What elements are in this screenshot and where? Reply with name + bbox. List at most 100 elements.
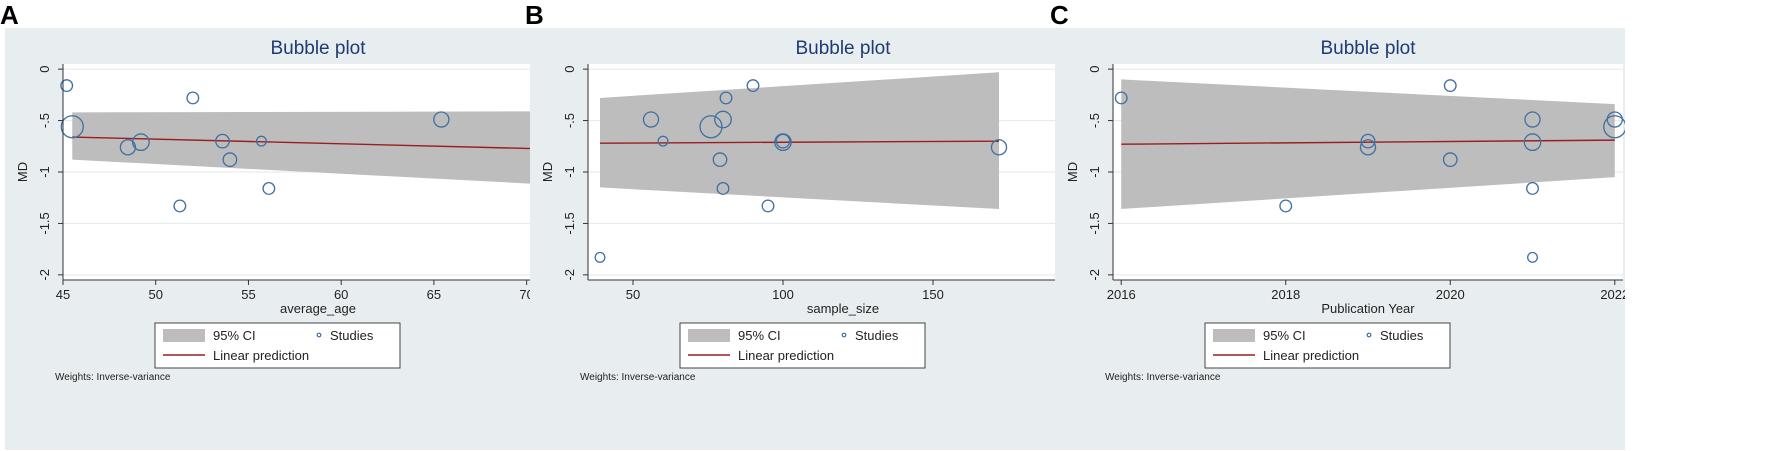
x-tick-label: 2018 (1271, 287, 1300, 302)
panel-letter-c: C (1050, 0, 1069, 30)
y-tick-label: -.5 (37, 113, 52, 128)
study-bubble (433, 111, 450, 128)
legend-studies-marker (841, 332, 847, 338)
x-tick-label: 100 (772, 287, 794, 302)
study-bubble (714, 110, 732, 129)
study-bubble (1359, 139, 1377, 156)
fit-line (599, 140, 1000, 144)
legend-ci-label: 95% CI (1263, 328, 1306, 343)
legend-line-label: Linear prediction (738, 348, 834, 363)
study-bubble (990, 139, 1008, 156)
study-bubble (222, 152, 238, 168)
study-bubble (255, 135, 267, 147)
x-tick-label: 2022 (1600, 287, 1625, 302)
y-tick-label: -2 (1087, 269, 1102, 281)
x-tick-label: 65 (427, 287, 441, 302)
y-tick-label: -1 (562, 166, 577, 178)
y-tick-label: -1 (1087, 166, 1102, 178)
x-tick-label: 55 (241, 287, 255, 302)
study-bubble (712, 152, 728, 168)
study-bubble (119, 139, 137, 156)
study-bubble (173, 199, 187, 213)
study-bubble (719, 91, 733, 105)
x-axis-label: sample_size (807, 301, 879, 316)
ci-band (72, 111, 564, 186)
study-bubble (699, 115, 723, 139)
y-tick-label: 0 (1087, 66, 1102, 73)
x-tick-label: 2020 (1436, 287, 1465, 302)
y-tick-label: -1 (37, 166, 52, 178)
ci-band (1121, 79, 1615, 210)
ci-band (600, 72, 999, 210)
study-bubble (594, 251, 606, 263)
y-tick-label: 0 (562, 66, 577, 73)
x-tick-label: 150 (922, 287, 944, 302)
weights-note: Weights: Inverse-variance (55, 372, 171, 383)
chart-title: Bubble plot (1320, 38, 1416, 59)
legend-studies-marker (316, 332, 322, 338)
study-bubble (1603, 115, 1625, 139)
x-tick-label: 50 (626, 287, 640, 302)
study-bubble (1279, 199, 1293, 213)
legend-studies-label: Studies (855, 328, 899, 343)
legend-studies-label: Studies (330, 328, 374, 343)
chart-panel-c: Bubble plot 0 -.5 -1 -1.5 -2 2016 2018 2020 2022 P… (1055, 28, 1625, 450)
chart-svg: Bubble plot0-.5-1-1.5-250100150200sample… (530, 28, 1100, 450)
legend-ci-swatch (1213, 329, 1255, 342)
x-tick-label: 2016 (1107, 287, 1136, 302)
y-axis-label: MD (1065, 162, 1080, 182)
legend-ci-swatch (688, 329, 730, 342)
legend-line-label: Linear prediction (213, 348, 309, 363)
legend-studies-marker (1366, 332, 1372, 338)
study-bubble (262, 182, 276, 195)
legend-studies-label: Studies (1380, 328, 1424, 343)
y-axis-label: MD (540, 162, 555, 182)
y-tick-label: 0 (37, 66, 52, 73)
study-bubble (642, 111, 660, 128)
panel-letter-b: B (525, 0, 544, 30)
y-tick-label: -.5 (562, 113, 577, 128)
chart-title: Bubble plot (270, 38, 366, 59)
study-bubble (1360, 133, 1376, 149)
x-tick-label: 50 (148, 287, 162, 302)
y-axis-label: MD (15, 162, 30, 182)
fit-line (1121, 139, 1615, 145)
chart-panel-b: Bubble plot0-.5-1-1.5-250100150200sample… (530, 28, 1100, 450)
x-tick-label: 45 (56, 287, 70, 302)
legend-ci-swatch (163, 329, 205, 342)
chart-title: Bubble plot (795, 38, 891, 59)
study-bubble (1114, 91, 1128, 105)
chart-panel-a: Bubble plot 0 -.5 -1 -1.5 -2 45 50 55 60 65 70 avera… (5, 28, 575, 450)
x-axis-label: Publication Year (1321, 301, 1415, 316)
study-bubble (775, 133, 791, 149)
weights-note: Weights: Inverse-variance (1105, 372, 1221, 383)
x-tick-label: 60 (334, 287, 348, 302)
y-tick-label: -1.5 (37, 212, 52, 234)
study-bubble (1526, 182, 1539, 195)
study-bubble (186, 91, 200, 105)
legend-line-label: Linear prediction (1263, 348, 1359, 363)
study-bubble (215, 133, 230, 149)
y-tick-label: -1.5 (562, 212, 577, 234)
legend-ci-label: 95% CI (213, 328, 256, 343)
study-bubble (60, 115, 84, 139)
legend-ci-label: 95% CI (738, 328, 781, 343)
study-bubble (1527, 251, 1539, 263)
study-bubble (132, 133, 150, 152)
study-bubble (1524, 111, 1541, 128)
fit-line (72, 136, 564, 151)
y-tick-label: -.5 (1087, 113, 1102, 128)
y-tick-label: -2 (562, 269, 577, 281)
study-bubble (1443, 79, 1457, 93)
study-bubble (60, 79, 74, 93)
chart-svg: Bubble plot 0 -.5 -1 -1.5 -2 2016 2018 2020 2022 P… (1055, 28, 1625, 450)
study-bubble (716, 182, 730, 195)
study-bubble (761, 199, 775, 213)
y-tick-label: -2 (37, 269, 52, 281)
study-bubble (1523, 133, 1542, 152)
study-bubble (1442, 152, 1458, 168)
y-tick-label: -1.5 (1087, 212, 1102, 234)
x-axis-label: average_age (280, 301, 356, 316)
study-bubble (657, 135, 669, 147)
